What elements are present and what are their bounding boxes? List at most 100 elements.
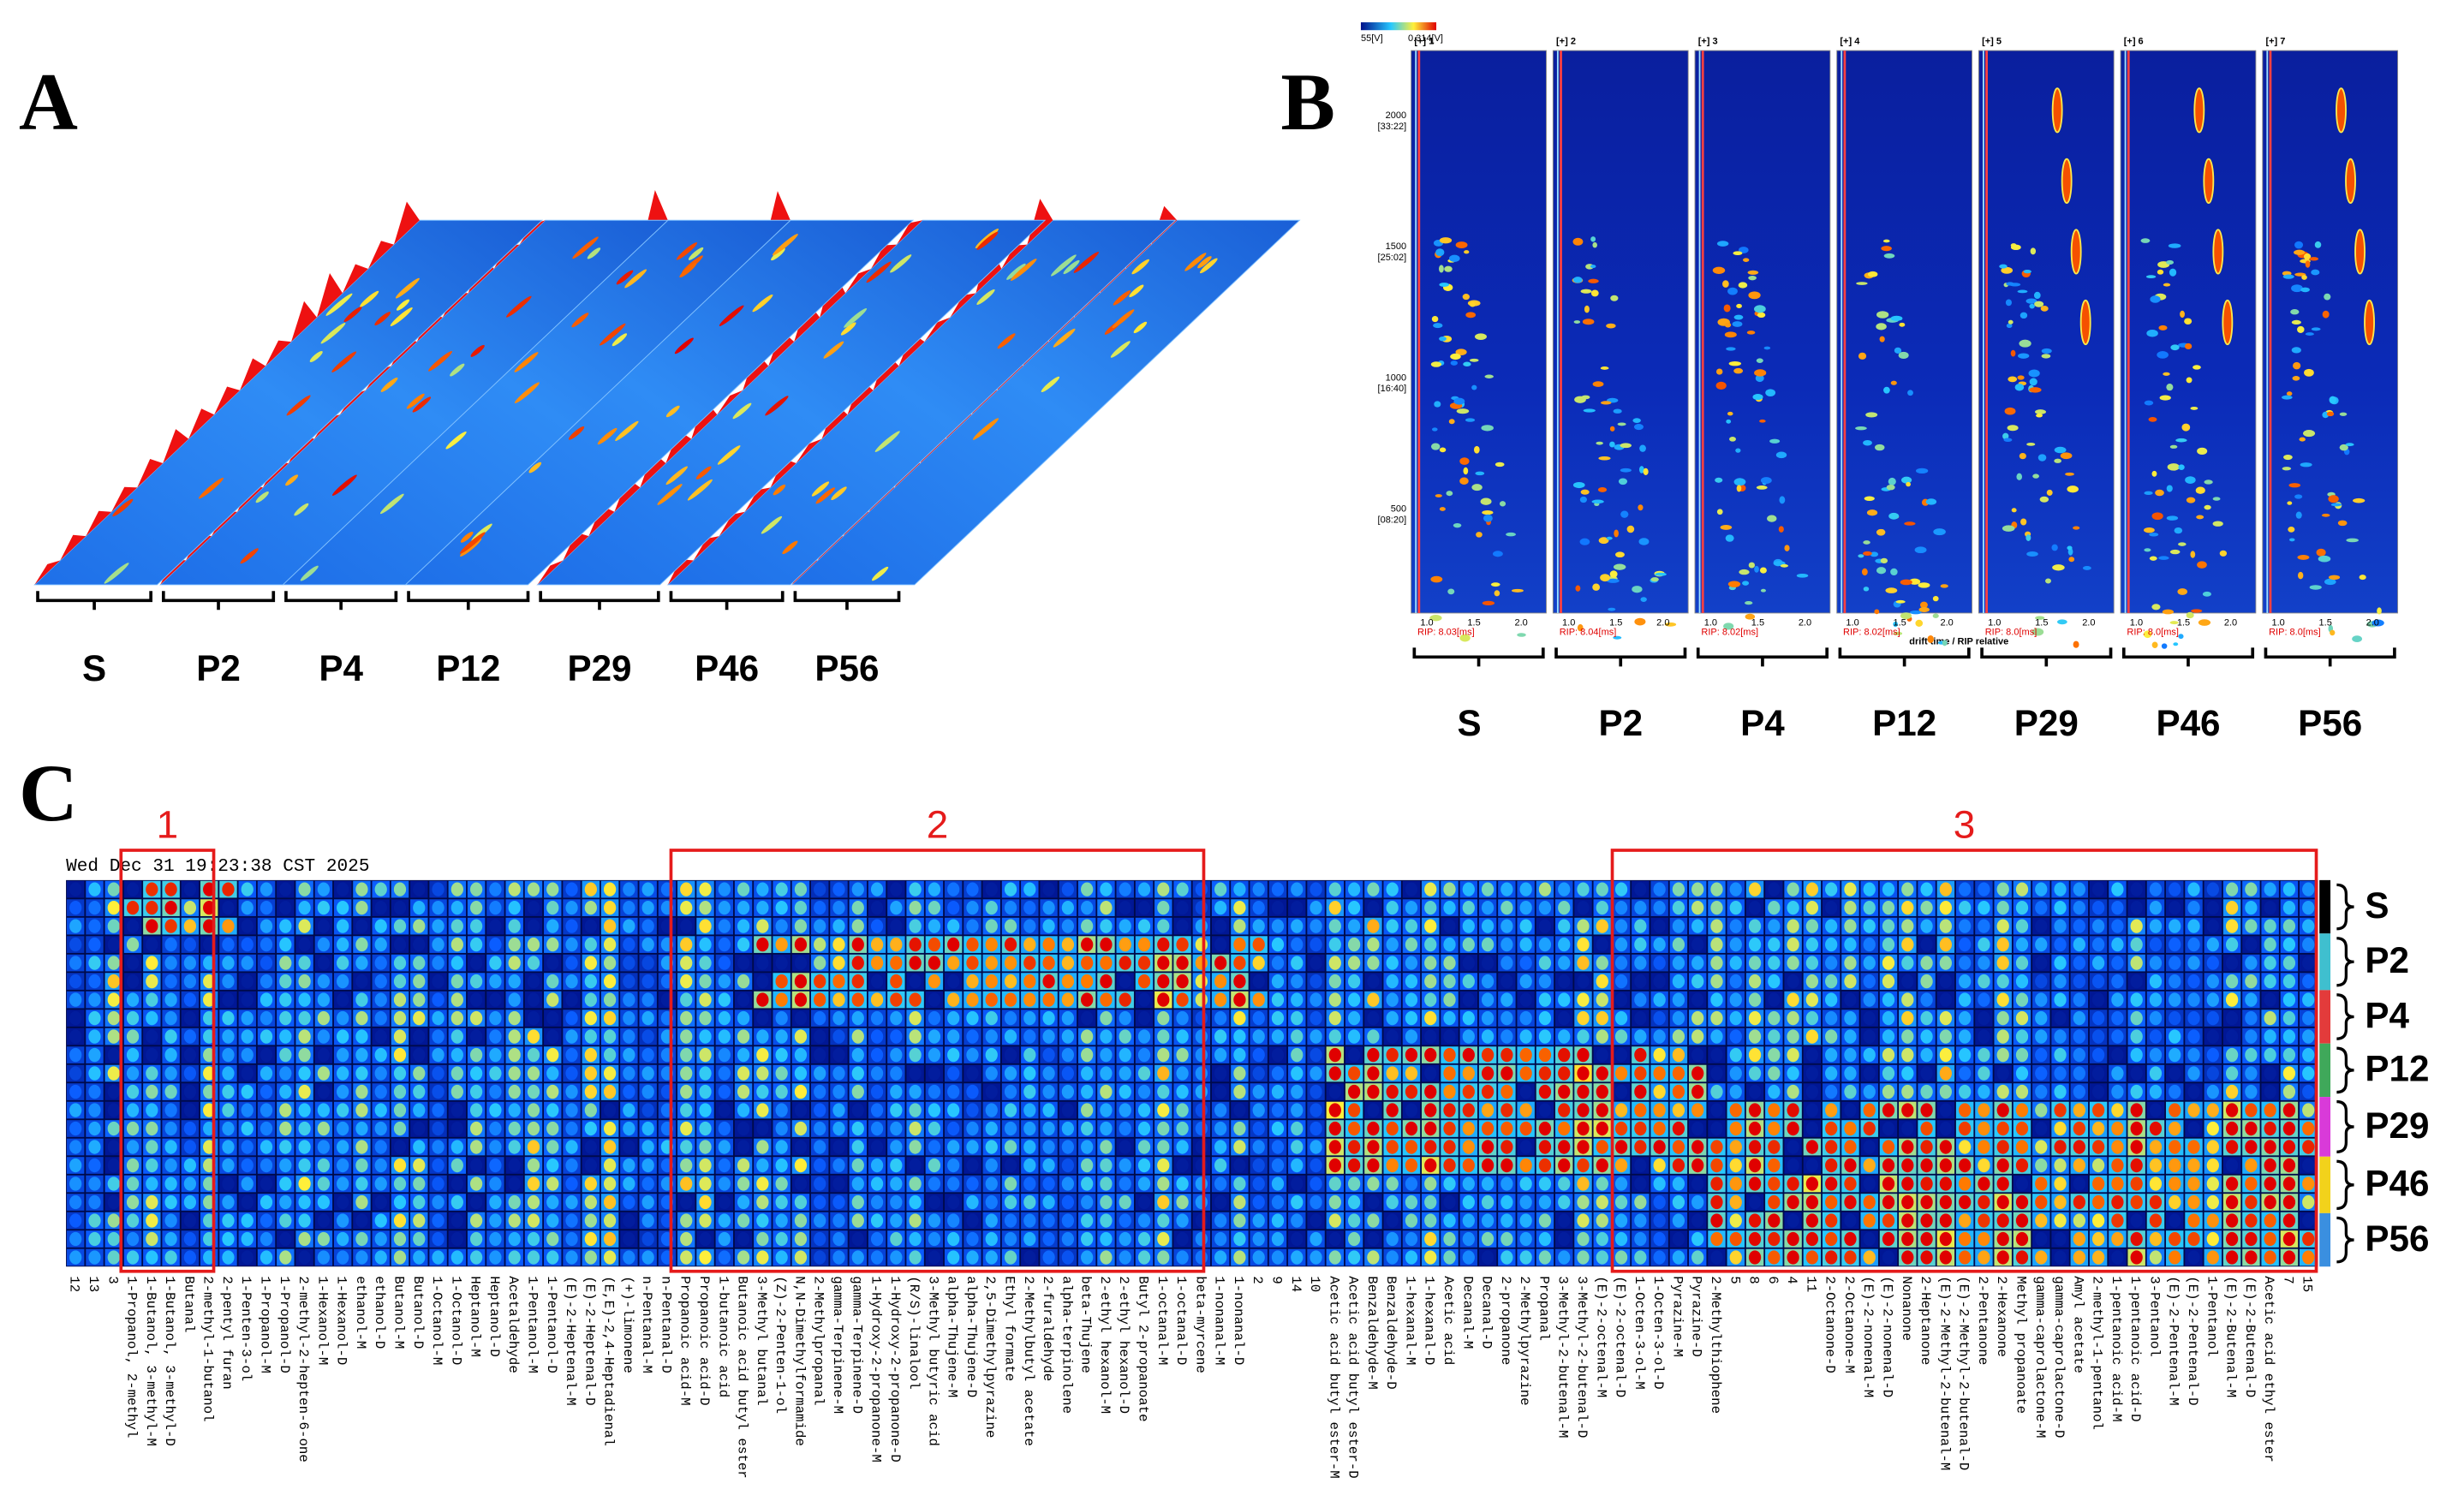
heatmap-spot xyxy=(1653,1231,1666,1247)
ion-spot xyxy=(1448,254,1460,262)
heatmap-spot xyxy=(1137,1084,1151,1099)
heatmap-spot xyxy=(1367,937,1380,952)
heatmap-spot xyxy=(1004,1066,1017,1081)
heatmap-spot xyxy=(1137,1250,1151,1265)
heatmap-spot xyxy=(756,919,769,933)
heatmap-spot xyxy=(489,919,502,933)
heatmap-spot xyxy=(680,956,693,970)
ion-spot xyxy=(2294,241,2304,249)
heatmap-spot xyxy=(489,1231,502,1247)
heatmap-spot xyxy=(1691,919,1704,933)
heatmap-spot xyxy=(794,1047,808,1063)
heatmap-spot xyxy=(183,974,197,989)
heatmap-spot xyxy=(1405,1140,1418,1154)
ion-spot xyxy=(2178,542,2187,546)
ion-spot xyxy=(2029,387,2042,393)
heatmap-spot xyxy=(1729,1121,1742,1136)
heatmap-spot xyxy=(947,1103,960,1117)
heatmap-spot xyxy=(775,1121,788,1136)
heatmap-spot xyxy=(508,1250,521,1265)
heatmap-spot xyxy=(1653,992,1666,1007)
peak-spot xyxy=(657,484,683,505)
heatmap-spot xyxy=(489,1084,502,1099)
heatmap-spot xyxy=(1214,956,1227,970)
heatmap-spot xyxy=(146,919,158,933)
heatmap-spot xyxy=(623,1194,635,1210)
heatmap-spot xyxy=(870,900,884,915)
heatmap-spot xyxy=(832,1010,845,1026)
heatmap-spot xyxy=(1424,992,1437,1007)
heatmap-spot xyxy=(1042,919,1055,933)
heatmap-spot xyxy=(718,974,731,989)
compound-label: 10 xyxy=(1307,1276,1322,1292)
heatmap-spot xyxy=(1500,1194,1513,1210)
heatmap-spot xyxy=(279,992,292,1007)
heatmap-spot xyxy=(1653,1158,1666,1173)
heatmap-spot xyxy=(1863,1103,1876,1117)
heatmap-spot xyxy=(527,974,540,989)
ion-spot xyxy=(2288,527,2295,533)
ion-spot xyxy=(2196,515,2204,520)
heatmap-spot xyxy=(1882,1140,1895,1154)
heatmap-spot xyxy=(374,1140,387,1154)
heatmap-spot xyxy=(1825,937,1838,952)
heatmap-spot xyxy=(241,919,254,933)
heatmap-spot xyxy=(164,1158,177,1173)
heatmap-spot xyxy=(1328,1029,1341,1044)
heatmap-spot xyxy=(928,1140,941,1154)
heatmap-spot xyxy=(1004,882,1017,896)
heatmap-spot xyxy=(1805,1029,1819,1044)
heatmap-spot xyxy=(890,1194,903,1210)
heatmap-spot xyxy=(1328,1066,1341,1081)
ion-spot xyxy=(1726,419,1732,424)
heatmap-spot xyxy=(794,974,808,989)
compound-label: 1-Hexanol-D xyxy=(334,1276,349,1365)
heatmap-spot xyxy=(1939,1213,1952,1228)
heatmap-spot xyxy=(947,937,960,952)
compound-label: Heptanol-M xyxy=(468,1276,483,1357)
heatmap-spot xyxy=(890,1103,903,1117)
compound-label: gamma-Terpinene-D xyxy=(849,1276,864,1414)
heatmap-spot xyxy=(909,919,922,933)
heatmap-spot xyxy=(1596,1176,1608,1191)
heatmap-spot xyxy=(832,1047,845,1063)
heatmap-spot xyxy=(1424,1066,1437,1081)
heatmap-spot xyxy=(641,1103,654,1117)
heatmap-spot xyxy=(1004,1176,1017,1191)
heatmap-spot xyxy=(374,1176,387,1191)
heatmap-spot xyxy=(1653,1103,1666,1117)
peak-spot xyxy=(1006,263,1026,280)
ion-spot xyxy=(1450,360,1458,366)
heatmap-spot xyxy=(928,1213,941,1228)
heatmap-spot xyxy=(1271,1010,1285,1026)
heatmap-spot xyxy=(527,1176,540,1191)
heatmap-spot xyxy=(1901,992,1914,1007)
heatmap-spot xyxy=(1176,1231,1189,1247)
heatmap-spot xyxy=(909,1194,922,1210)
heatmap-spot xyxy=(1634,937,1647,952)
heatmap-spot xyxy=(279,900,292,915)
heatmap-spot xyxy=(1519,1250,1532,1265)
heatmap-spot xyxy=(1042,956,1055,970)
heatmap-spot xyxy=(1195,882,1208,896)
ion-spot xyxy=(2169,268,2177,277)
heatmap-spot xyxy=(1748,1047,1762,1063)
x-tick-label: 2.0 xyxy=(1514,618,1527,628)
ion-spot xyxy=(1915,619,1924,628)
heatmap-spot xyxy=(1481,1231,1495,1247)
heatmap-spot xyxy=(508,1158,521,1173)
heatmap-spot xyxy=(1538,900,1552,915)
heatmap-spot xyxy=(1729,937,1742,952)
y-tick-label: [25:02] xyxy=(1378,253,1407,263)
heatmap-spot xyxy=(1805,1158,1819,1173)
heatmap-spot xyxy=(1768,1250,1781,1265)
heatmap-spot xyxy=(1577,1158,1590,1173)
heatmap-spot xyxy=(432,1047,444,1063)
heatmap-spot xyxy=(1920,1213,1933,1228)
heatmap-spot xyxy=(1176,1047,1189,1063)
heatmap-spot xyxy=(1462,1250,1475,1265)
heatmap-spot xyxy=(546,937,559,952)
heatmap-spot xyxy=(851,1066,864,1081)
ion-spot xyxy=(2219,550,2228,557)
heatmap-spot xyxy=(584,1176,597,1191)
